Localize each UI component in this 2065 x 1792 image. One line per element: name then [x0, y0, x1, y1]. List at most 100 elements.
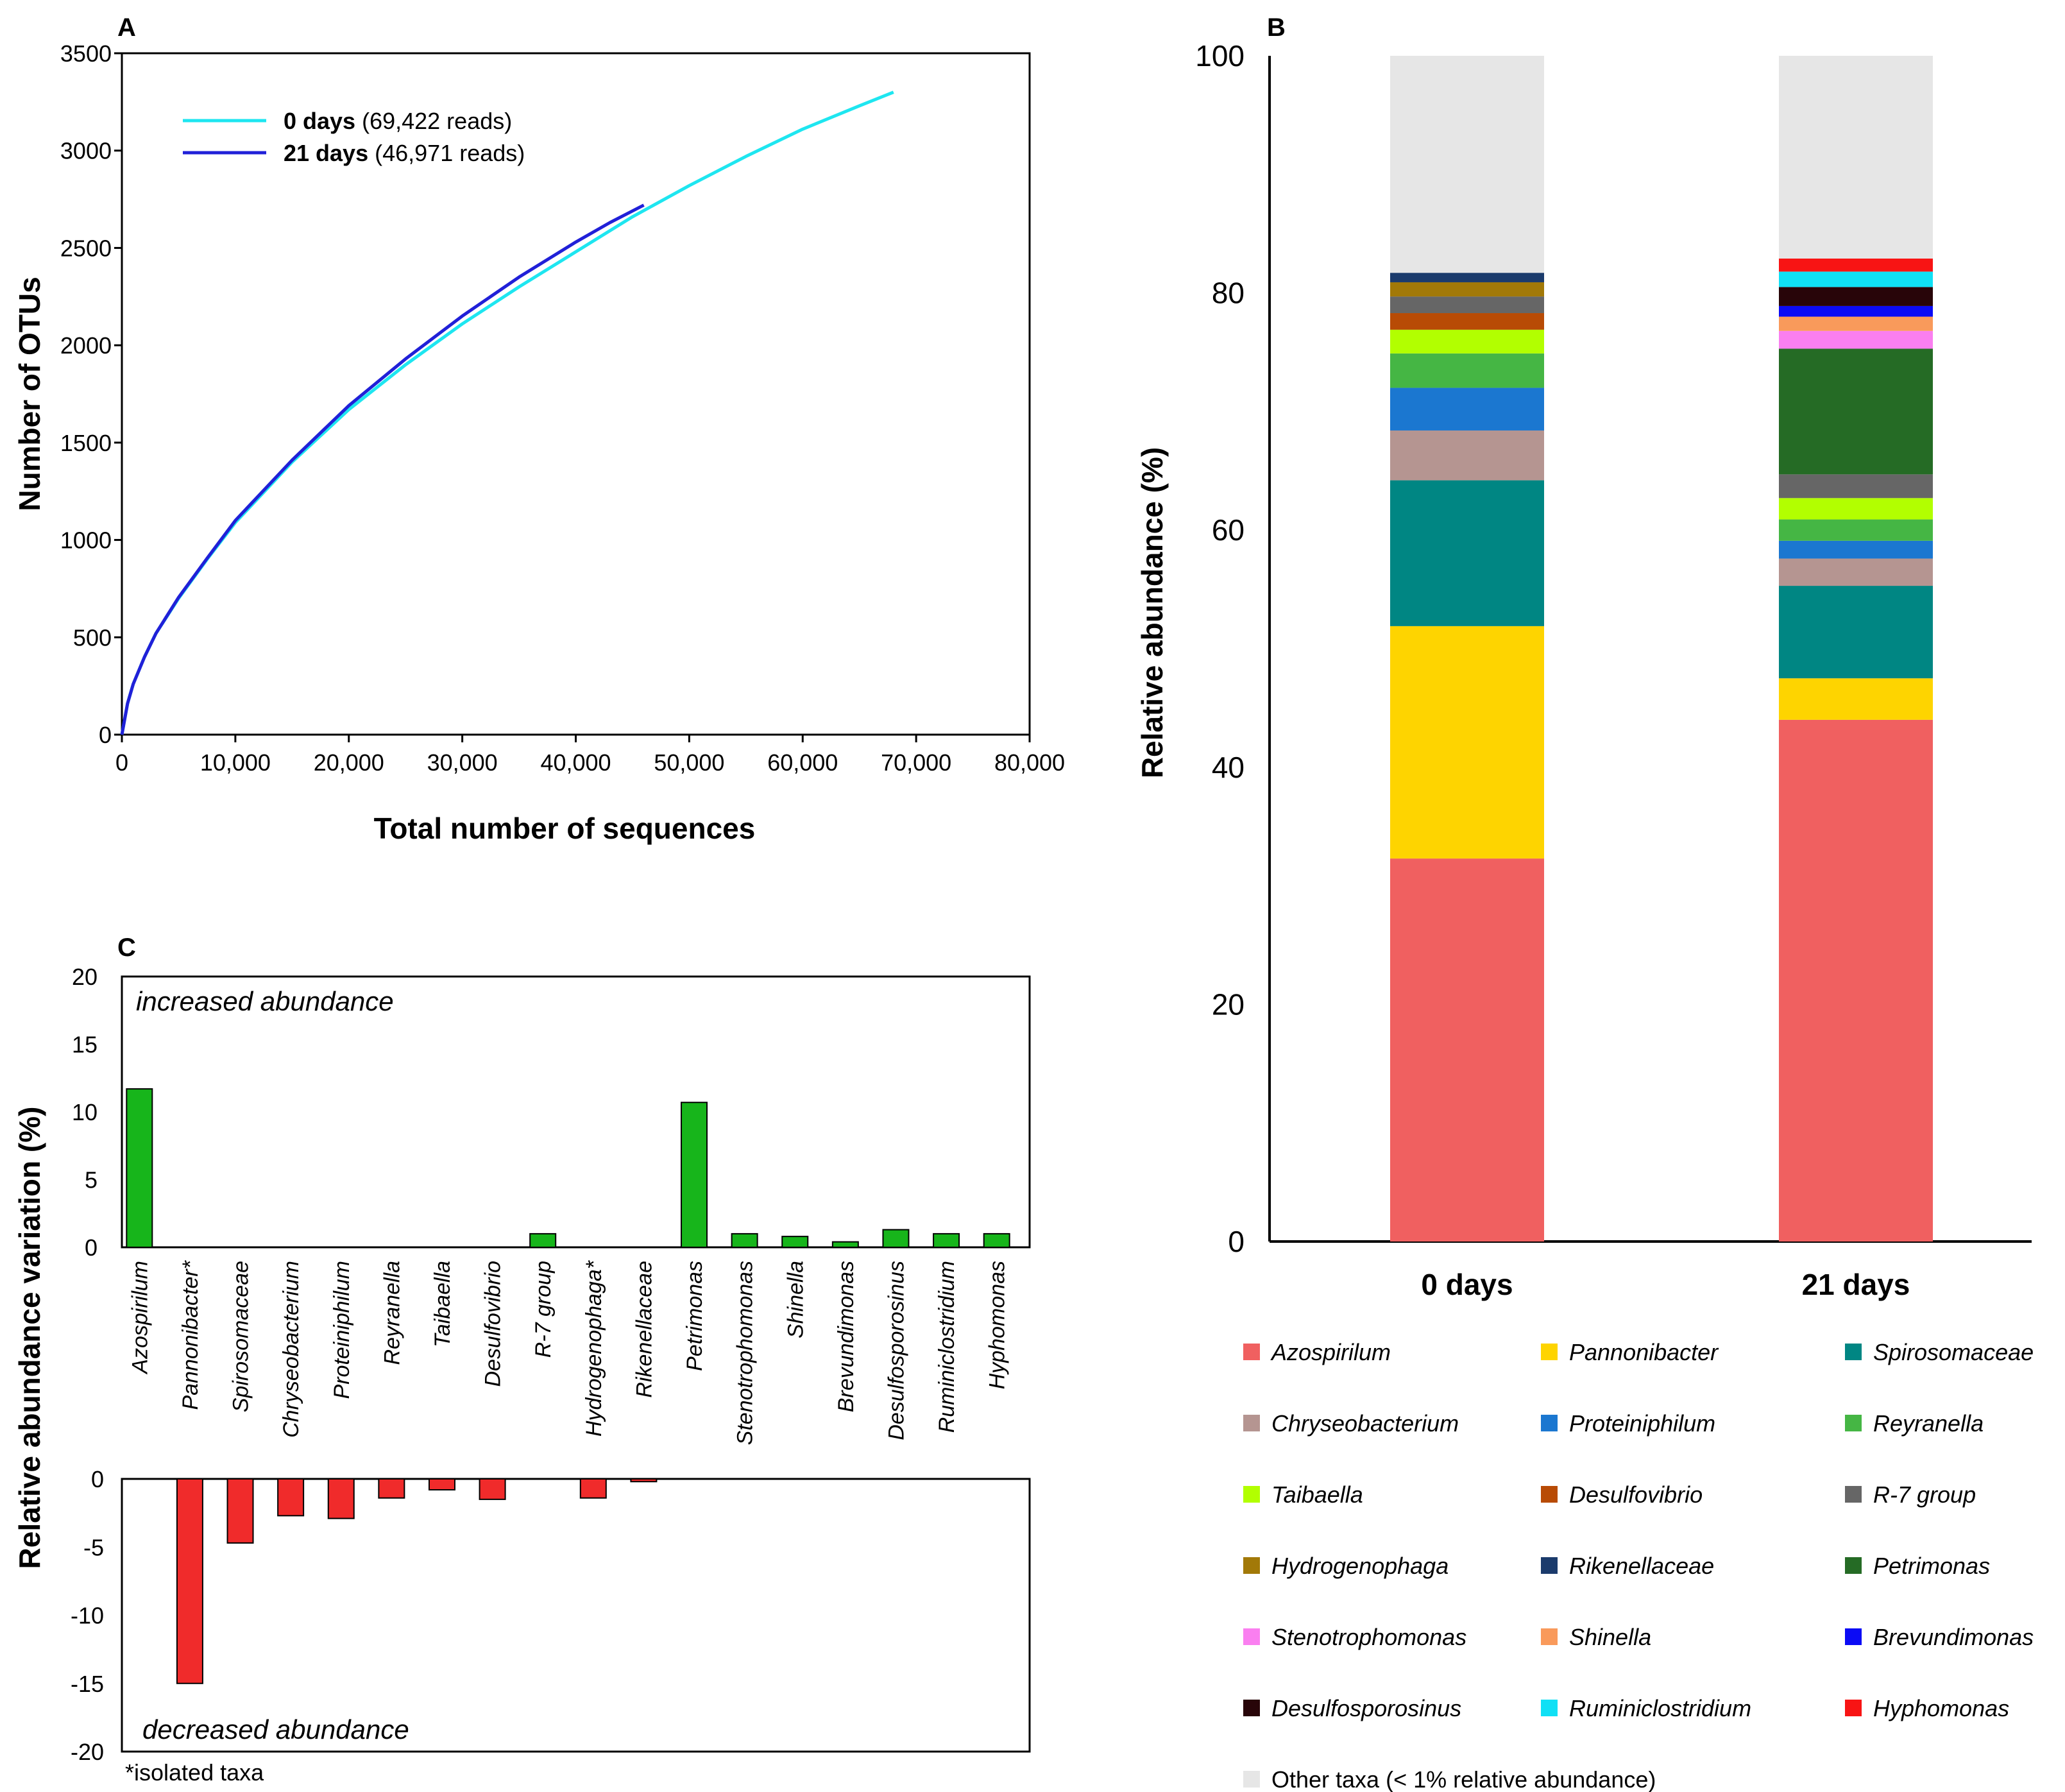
legend-read-count: (69,422 reads) — [355, 108, 512, 134]
legend-swatch — [1845, 1486, 1862, 1503]
bar-segment-spirosomaceae — [1390, 480, 1544, 626]
y-tick-label: 500 — [73, 624, 112, 651]
y-tick-label: 0 — [85, 1234, 98, 1261]
bar-segment-pannonibacter — [1390, 626, 1544, 859]
x-tick-label: 20,000 — [314, 749, 384, 776]
legend-swatch — [1541, 1344, 1558, 1360]
x-tick-label: 50,000 — [654, 749, 724, 776]
taxon-label: Spirosomaceae — [229, 1261, 253, 1412]
variation-y-axis-title: Relative abundance variation (%) — [13, 1107, 46, 1569]
legend-series-name: 21 days — [284, 140, 368, 166]
y-tick-label: 2500 — [60, 235, 112, 261]
bar-segment-ruminiclostridium — [1779, 271, 1933, 287]
taxon-label: Reyranella — [380, 1261, 404, 1365]
bar-segment-desulfovibrio — [1390, 313, 1544, 330]
series-line-0-days — [120, 90, 894, 735]
y-tick-label: 100 — [1195, 39, 1245, 73]
category-label: 21 days — [1802, 1268, 1910, 1301]
legend-swatch — [1845, 1344, 1862, 1360]
taxon-label: Pannonibacter* — [178, 1259, 203, 1410]
y-tick-label: 0 — [1228, 1225, 1245, 1258]
legend-label: Hyphomonas — [1873, 1695, 2009, 1721]
legend-swatch — [1845, 1700, 1862, 1716]
legend-label: Taibaella — [1271, 1481, 1363, 1508]
legend-entry: 21 days (46,971 reads) — [284, 140, 525, 166]
y-tick-label: 0 — [99, 722, 112, 748]
increase-bar — [126, 1088, 153, 1248]
taxon-label: Brevundimonas — [834, 1261, 858, 1412]
rarefaction-chart: 0 500 1000 1500 2000 2500 3000 3500 0 10,000 20,0… — [13, 40, 1065, 845]
legend-entry: 0 days (69,422 reads) — [284, 108, 512, 134]
taxon-label: Ruminiclostridium — [935, 1261, 959, 1433]
bar-segment-azospirilum — [1390, 858, 1544, 1242]
legend-label: Pannonibacter — [1569, 1339, 1719, 1365]
x-tick-label: 80,000 — [994, 749, 1065, 776]
x-tick-label: 10,000 — [200, 749, 271, 776]
taxon-label: Hydrogenophaga* — [582, 1259, 606, 1437]
rarefaction-x-axis-title: Total number of sequences — [374, 812, 756, 845]
legend-swatch — [1243, 1771, 1260, 1788]
abundance-y-axis-title: Relative abundance (%) — [1135, 447, 1169, 778]
increased-abundance-note: increased abundance — [136, 986, 394, 1016]
legend-swatch — [1243, 1415, 1260, 1431]
decrease-bar — [378, 1478, 405, 1499]
increase-bar — [882, 1229, 910, 1248]
y-tick-label: 15 — [72, 1032, 98, 1058]
y-tick-label: -15 — [71, 1671, 104, 1697]
y-tick-label: 1000 — [60, 527, 112, 554]
y-tick-label: 80 — [1212, 277, 1245, 310]
bar-segment-pannonibacter — [1779, 678, 1933, 720]
y-tick-label: 1500 — [60, 430, 112, 456]
stacked-abundance-chart: 0 20 40 60 80 100 0 days 21 days Azospirilum Pa… — [1135, 39, 2034, 1792]
bar-segment-chryseobacterium — [1390, 430, 1544, 481]
legend-label: Petrimonas — [1873, 1553, 1990, 1579]
y-tick-label: 10 — [72, 1099, 98, 1125]
bar-segment-taibaella — [1390, 329, 1544, 354]
panel-c-label: C — [117, 934, 136, 962]
series-line-21-days — [120, 203, 645, 735]
bar-segment-hydrogenophaga — [1390, 282, 1544, 297]
legend-swatch — [1845, 1557, 1862, 1574]
y-tick-label: -5 — [83, 1534, 104, 1560]
legend-label: Other taxa (< 1% relative abundance) — [1271, 1766, 1656, 1792]
legend-swatch — [1845, 1628, 1862, 1645]
taxon-label: Rikenellaceae — [632, 1261, 656, 1398]
legend-label: Desulfovibrio — [1569, 1481, 1703, 1508]
y-tick-label: -10 — [71, 1603, 104, 1629]
taxon-label: Shinella — [783, 1261, 808, 1338]
legend-label: Hydrogenophaga — [1271, 1553, 1449, 1579]
y-tick-label: 2000 — [60, 332, 112, 359]
increase-bar — [983, 1233, 1010, 1249]
taxon-label: Desulfosporosinus — [884, 1261, 908, 1440]
legend-label: R-7 group — [1873, 1481, 1976, 1508]
decrease-bar — [327, 1478, 355, 1519]
taxon-label: R-7 group — [531, 1261, 556, 1358]
x-tick-label: 70,000 — [881, 749, 951, 776]
increase-bar — [529, 1233, 557, 1249]
variation-top-frame — [121, 975, 1031, 1249]
y-tick-label: 3500 — [60, 40, 112, 67]
increase-bar — [933, 1233, 960, 1249]
y-tick-label: 40 — [1212, 751, 1245, 784]
y-tick-label: 5 — [85, 1167, 98, 1193]
bar-segment-other-taxa-1-relative-abundance — [1779, 56, 1933, 259]
legend-swatch — [1541, 1700, 1558, 1716]
legend-label: Ruminiclostridium — [1569, 1695, 1751, 1721]
bar-segment-chryseobacterium — [1779, 558, 1933, 586]
panel-b-label: B — [1267, 13, 1286, 42]
legend-swatch — [1541, 1415, 1558, 1431]
bar-segment-reyranella — [1390, 353, 1544, 388]
decrease-bar — [176, 1478, 203, 1684]
y-tick-label: 60 — [1212, 513, 1245, 547]
bar-segment-desulfosporosinus — [1779, 287, 1933, 306]
y-tick-label: 20 — [1212, 987, 1245, 1021]
legend-swatch — [1243, 1557, 1260, 1574]
decrease-bar — [226, 1478, 254, 1544]
taxon-label: Stenotrophomonas — [733, 1261, 758, 1445]
legend-label: Spirosomaceae — [1873, 1339, 2034, 1365]
rarefaction-y-axis-title: Number of OTUs — [13, 277, 46, 511]
increase-bar — [731, 1233, 758, 1249]
y-tick-label: 20 — [72, 964, 98, 990]
bar-segment-spirosomaceae — [1779, 586, 1933, 679]
